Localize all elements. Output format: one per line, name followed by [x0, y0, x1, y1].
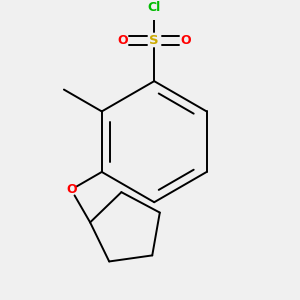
Text: Cl: Cl: [148, 1, 161, 14]
Text: O: O: [181, 34, 191, 47]
Text: S: S: [149, 34, 159, 47]
Text: O: O: [66, 183, 76, 196]
Text: O: O: [117, 34, 128, 47]
